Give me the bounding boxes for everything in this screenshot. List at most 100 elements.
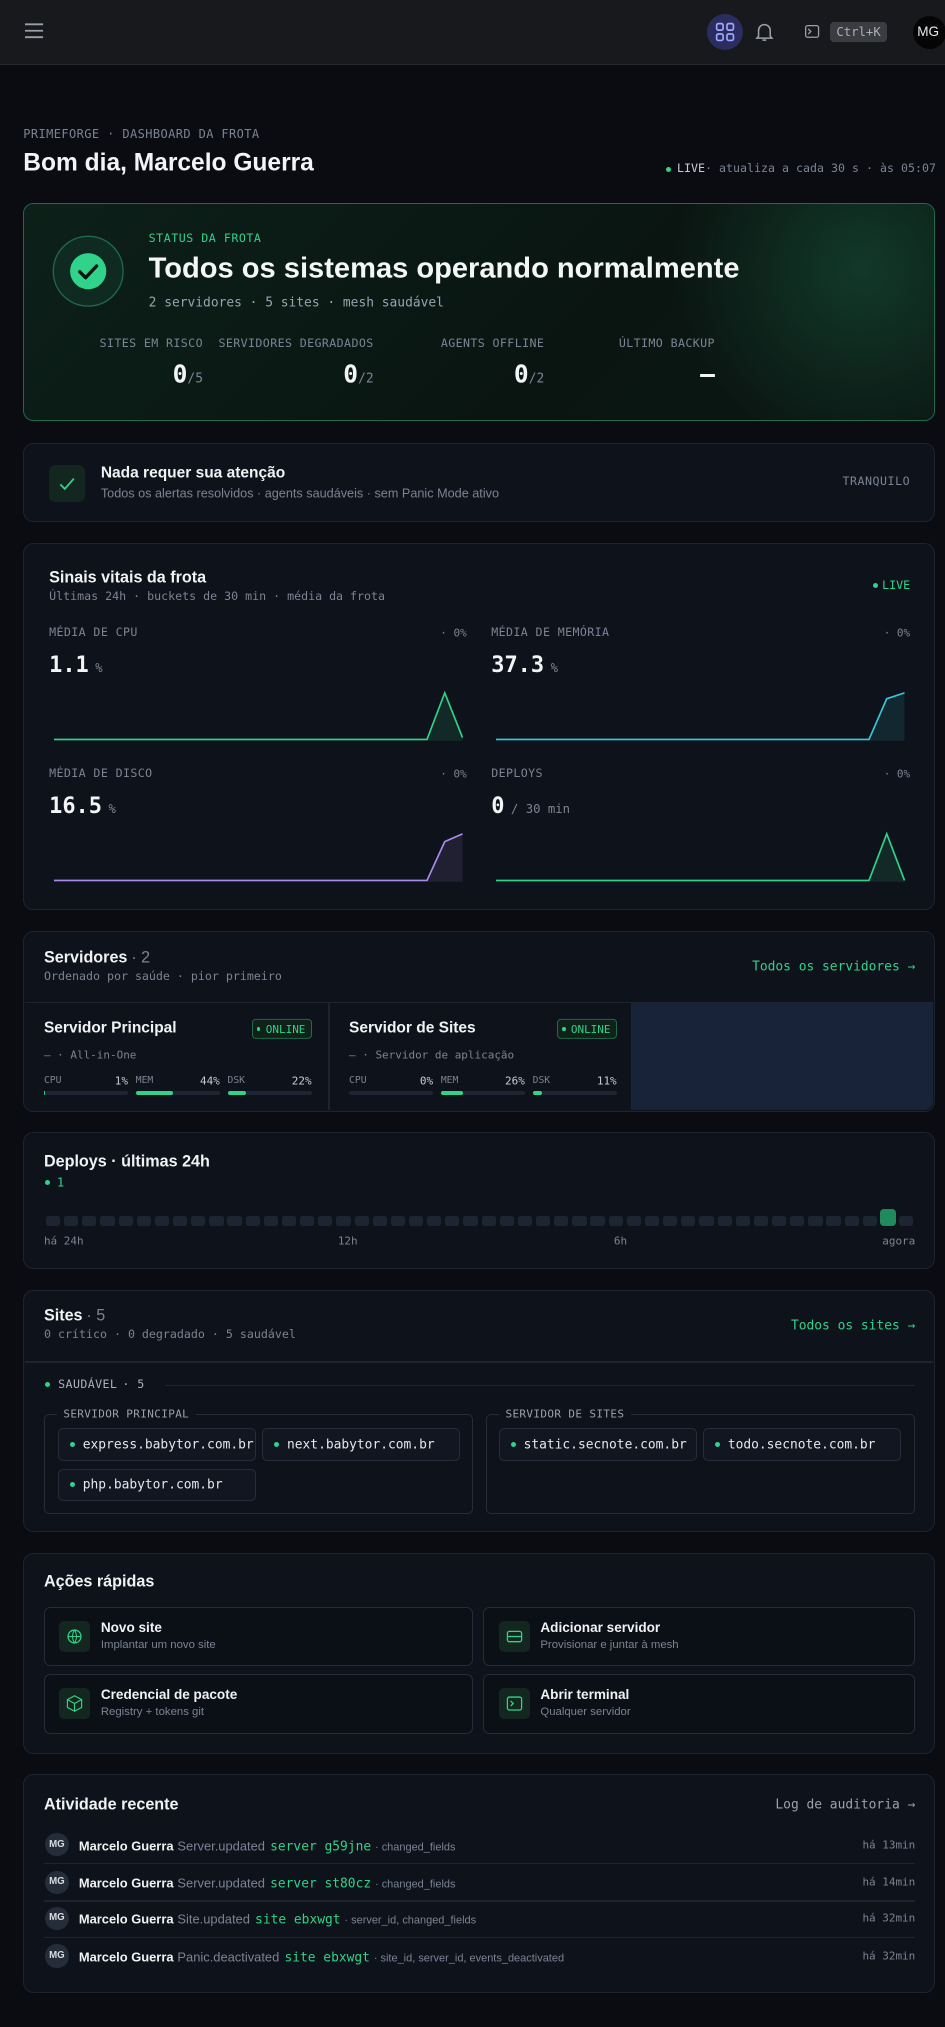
sites-link[interactable]: Todos os sites →	[790, 1318, 916, 1334]
server-metric-label: DSK	[532, 1074, 551, 1086]
meter-fill	[440, 1091, 463, 1095]
metric: 16.5%	[49, 793, 116, 819]
stat-value: —	[700, 358, 715, 388]
event-target: site ebxwgt	[284, 1950, 370, 1966]
activity-row: Marcelo Guerra Site.updated site ebxwgt · s…	[79, 1906, 476, 1931]
actions-title: Ações rápidas	[43, 1572, 155, 1591]
stat-total: /2	[528, 370, 545, 386]
metric-unit: / 30 min	[510, 801, 570, 816]
metric: 0 / 30 min	[491, 793, 570, 819]
meter-fill	[532, 1091, 542, 1095]
group-rule	[165, 1384, 916, 1386]
avatar-button[interactable]	[912, 15, 945, 50]
deploy-bucket	[790, 1216, 805, 1226]
action-subtitle: Qualquer servidor	[540, 1706, 631, 1719]
site-group-label: SERVIDOR DE SITES	[499, 1407, 631, 1421]
deploy-bucket	[826, 1216, 841, 1226]
metric-value: 16.5	[49, 793, 103, 819]
deploy-bucket	[644, 1216, 660, 1226]
live-status: LIVE· atualiza a cada 30 s · às 05:07	[676, 161, 936, 176]
event-action: Server.updated	[177, 1875, 265, 1891]
server-status: ONLINE	[251, 1018, 312, 1040]
action-title: Credencial de pacote	[100, 1686, 238, 1702]
deploy-bucket	[82, 1216, 97, 1226]
group-count: · 5	[122, 1376, 145, 1391]
live-label: LIVE	[676, 161, 705, 176]
metric-label: DEPLOYS	[491, 766, 543, 781]
servers-link[interactable]: Todos os servidores →	[752, 959, 916, 975]
event-detail: · server_id, changed_fields	[344, 1915, 477, 1928]
event-time: há 13min	[862, 1838, 916, 1852]
event-detail: · changed_fields	[375, 1878, 456, 1891]
site-chip[interactable]	[703, 1428, 902, 1461]
action-icon	[506, 1696, 523, 1711]
site-chip[interactable]	[58, 1468, 256, 1501]
action-title: Abrir terminal	[540, 1686, 630, 1702]
notifications-button[interactable]	[755, 22, 774, 41]
server-status-dot	[256, 1027, 261, 1031]
divider	[24, 1001, 934, 1004]
deploys-dot	[45, 1180, 51, 1186]
server-metric-value: 26%	[505, 1074, 525, 1088]
deploy-bucket	[245, 1216, 260, 1226]
action-button[interactable]	[43, 1674, 474, 1734]
deploys-card	[23, 1132, 935, 1270]
metric-unit: %	[95, 660, 103, 675]
actor-initials: MG	[49, 1912, 65, 1924]
actor-initials: MG	[49, 1876, 65, 1888]
activity-row: Marcelo Guerra Server.updated server st80c…	[79, 1870, 456, 1895]
site-name: next.babytor.com.br	[286, 1436, 435, 1452]
actor-name: Marcelo Guerra	[78, 1838, 174, 1854]
server-name: Servidor de Sites	[349, 1019, 476, 1037]
deploy-bucket	[735, 1216, 750, 1226]
server-metric-value: 0%	[419, 1074, 434, 1088]
event-time: há 32min	[862, 1911, 916, 1925]
row-divider	[43, 1862, 916, 1865]
activity-link[interactable]: Log de auditoria →	[775, 1796, 916, 1812]
site-chip[interactable]	[499, 1428, 697, 1461]
event-action: Site.updated	[177, 1912, 250, 1928]
deploy-bucket	[590, 1216, 605, 1226]
action-subtitle: Provisionar e juntar à mesh	[540, 1638, 679, 1651]
deploys-axis-label: agora	[882, 1234, 916, 1248]
status-summary: 2 servidores · 5 sites · mesh saudável	[148, 294, 444, 310]
deploy-bucket	[100, 1216, 115, 1226]
shortcut-key[interactable]: Ctrl+K	[829, 22, 888, 43]
meter-track	[43, 1091, 128, 1095]
meter-track	[227, 1091, 312, 1095]
action-button[interactable]	[43, 1606, 474, 1667]
divider	[630, 1003, 633, 1111]
deploy-bucket	[699, 1216, 714, 1226]
sparkline-area	[54, 833, 463, 882]
servers-subtitle: Ordenado por saúde · pior primeiro	[43, 969, 282, 984]
site-health-dot	[714, 1442, 721, 1448]
deploy-bucket	[191, 1216, 206, 1226]
vitals-card	[23, 542, 935, 911]
metric-unit: %	[550, 660, 558, 675]
server-metric-value: 22%	[291, 1074, 312, 1088]
sparkline-line	[54, 690, 464, 741]
meter-track	[440, 1091, 525, 1095]
sparkline	[54, 833, 464, 882]
attention-card	[23, 443, 935, 523]
deploy-bucket	[64, 1216, 79, 1226]
action-button[interactable]	[483, 1674, 916, 1734]
sites-count: · 5	[86, 1306, 106, 1325]
status-icon	[52, 235, 124, 308]
deploy-bucket	[318, 1216, 333, 1226]
attention-icon	[60, 477, 75, 490]
menu-button[interactable]	[24, 23, 43, 39]
site-chip[interactable]	[262, 1428, 461, 1461]
deploy-bucket	[172, 1216, 188, 1226]
site-chip[interactable]	[58, 1428, 256, 1461]
deploy-bucket	[862, 1216, 877, 1226]
event-action: Server.updated	[177, 1838, 265, 1854]
action-button[interactable]	[483, 1606, 916, 1667]
group-dot	[45, 1381, 51, 1388]
site-name: static.secnote.com.br	[523, 1436, 687, 1452]
terminal-button[interactable]	[805, 24, 820, 38]
server-status: ONLINE	[556, 1018, 617, 1040]
deploy-bucket	[445, 1216, 460, 1226]
apps-button[interactable]	[707, 14, 744, 51]
sparkline-line	[496, 692, 906, 741]
